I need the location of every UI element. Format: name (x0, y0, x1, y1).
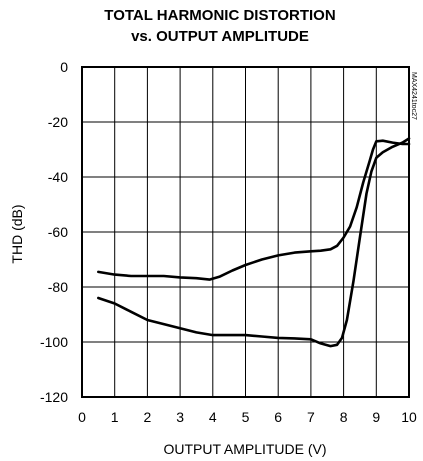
y-tick-label: -40 (48, 169, 68, 185)
x-tick-label: 3 (176, 409, 184, 425)
series-line-2 (97, 137, 411, 348)
x-tick-label: 1 (111, 409, 119, 425)
x-tick-label: 4 (209, 409, 217, 425)
x-tick-label: 10 (401, 409, 417, 425)
plot-frame (81, 66, 410, 398)
x-tick-label: 9 (372, 409, 380, 425)
series-line-1 (97, 139, 411, 281)
figure-ref-code: MAX4241toc27 (410, 72, 417, 120)
y-tick-labels: 0 -20 -40 -60 -80 -100 -120 (40, 59, 68, 405)
x-axis-label: OUTPUT AMPLITUDE (V) (163, 441, 326, 457)
chart-title-line1: TOTAL HARMONIC DISTORTION (104, 7, 335, 24)
x-tick-labels: 0 1 2 3 4 5 6 7 8 9 10 (78, 409, 417, 425)
x-tick-label: 5 (242, 409, 250, 425)
y-tick-label: -80 (48, 279, 68, 295)
chart-title-line2: vs. OUTPUT AMPLITUDE (131, 28, 309, 45)
x-tick-label: 0 (78, 409, 86, 425)
y-tick-label: 0 (60, 59, 68, 75)
y-tick-label: -100 (40, 334, 68, 350)
y-tick-label: -20 (48, 114, 68, 130)
y-axis-label: THD (dB) (9, 204, 25, 263)
x-tick-label: 7 (307, 409, 315, 425)
y-tick-label: -120 (40, 389, 68, 405)
x-tick-label: 6 (274, 409, 282, 425)
series-group (97, 137, 411, 348)
y-tick-label: -60 (48, 224, 68, 240)
x-tick-label: 8 (340, 409, 348, 425)
x-tick-label: 2 (144, 409, 152, 425)
